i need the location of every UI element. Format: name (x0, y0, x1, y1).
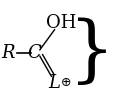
Text: R: R (2, 44, 15, 62)
Text: }: } (69, 18, 115, 88)
Text: L: L (49, 74, 61, 92)
Text: C: C (28, 44, 42, 62)
Text: ⊕: ⊕ (61, 76, 71, 89)
Text: OH: OH (46, 14, 76, 32)
